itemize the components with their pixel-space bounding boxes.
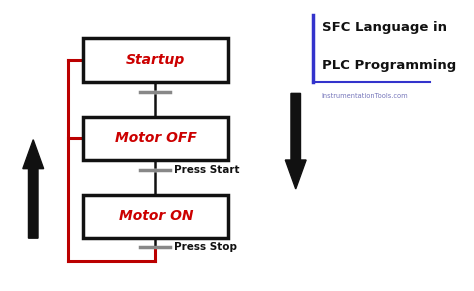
Polygon shape <box>285 93 306 189</box>
Text: Startup: Startup <box>126 53 185 67</box>
Text: SFC Language in: SFC Language in <box>322 21 447 34</box>
Text: Motor ON: Motor ON <box>118 210 193 223</box>
Text: Press Start: Press Start <box>174 165 240 175</box>
Text: Press Stop: Press Stop <box>174 242 237 253</box>
Text: PLC Programming: PLC Programming <box>322 58 456 72</box>
Bar <box>83 116 228 160</box>
Bar <box>83 38 228 82</box>
Polygon shape <box>23 140 44 238</box>
Text: Motor OFF: Motor OFF <box>115 131 197 145</box>
Bar <box>83 195 228 238</box>
Text: InstrumentationTools.com: InstrumentationTools.com <box>322 93 409 99</box>
